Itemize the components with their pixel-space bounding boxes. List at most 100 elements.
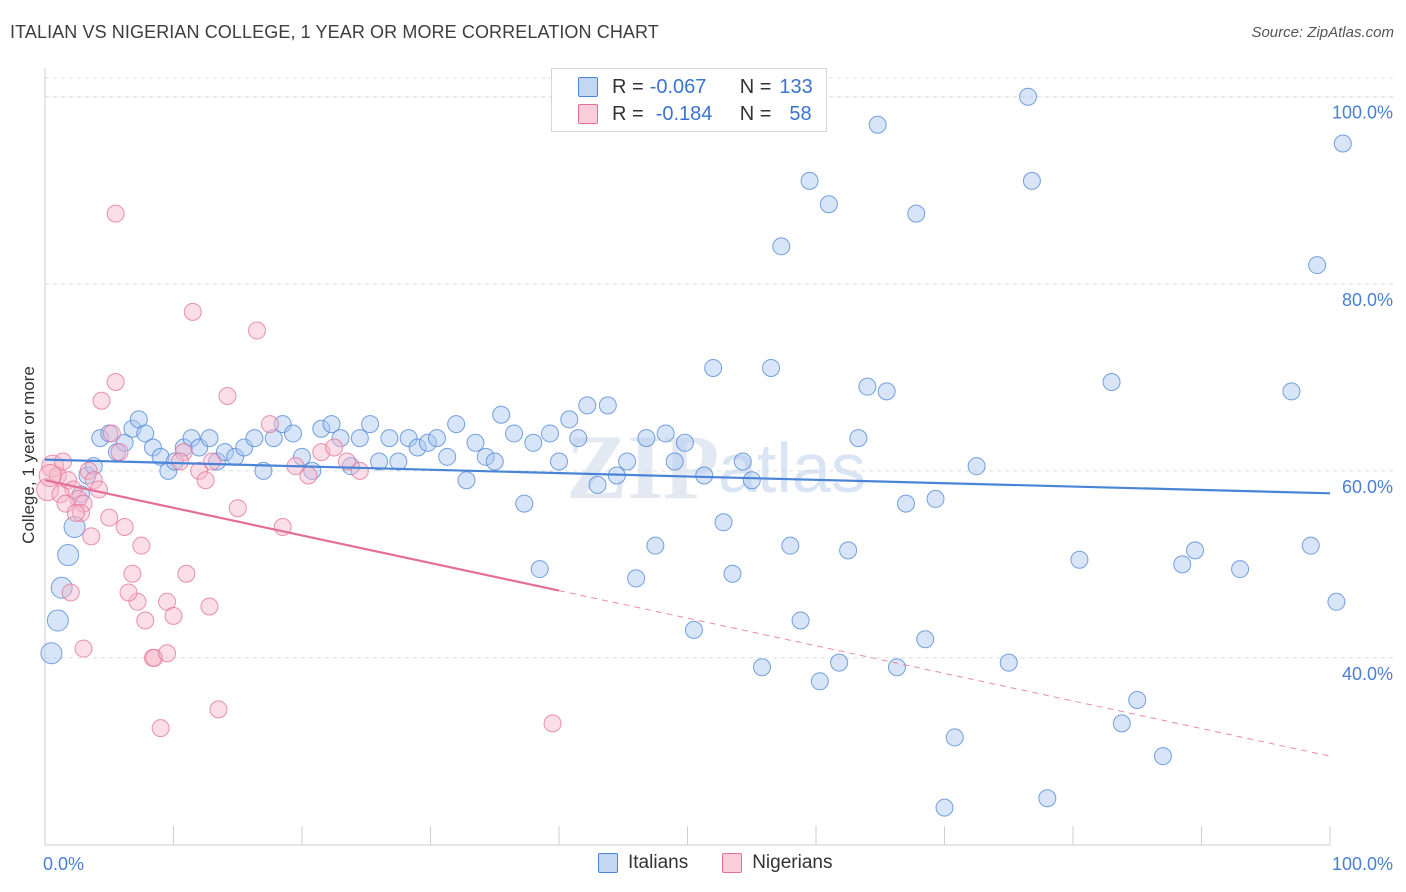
italian-point xyxy=(646,536,665,555)
italian-point xyxy=(476,447,495,466)
italian-point xyxy=(151,447,170,466)
italian-point xyxy=(1128,691,1147,710)
italian-point xyxy=(714,513,733,532)
italian-point xyxy=(57,544,80,567)
italian-point xyxy=(427,429,446,448)
italian-point xyxy=(200,429,219,448)
italian-point xyxy=(877,382,896,401)
italian-point xyxy=(868,115,887,134)
italian-point xyxy=(350,429,369,448)
italian-point xyxy=(165,452,184,471)
italian-point xyxy=(560,410,579,429)
nigerian-point xyxy=(82,527,101,546)
tick-labels: 100.0% 80.0% 60.0% 40.0% 0.0% 100.0% xyxy=(43,103,1393,874)
italian-point xyxy=(896,494,915,513)
y-axis-label: College, 1 year or more xyxy=(19,366,38,544)
axes xyxy=(44,68,1331,846)
italian-point xyxy=(800,171,819,190)
italian-point xyxy=(524,433,543,452)
nigerian-point xyxy=(53,452,72,471)
nigerian-point xyxy=(61,583,80,602)
nigerian-trend-extension xyxy=(558,590,1331,757)
series-legend: Italians Nigerians xyxy=(598,852,866,874)
legend-item-italians[interactable]: Italians xyxy=(598,852,688,874)
italian-point xyxy=(174,438,193,457)
watermark-atlas: atlas xyxy=(718,429,866,507)
nigerian-point xyxy=(84,471,103,490)
nigerian-point xyxy=(164,606,183,625)
chart-title: ITALIAN VS NIGERIAN COLLEGE, 1 YEAR OR M… xyxy=(10,22,659,42)
italian-point xyxy=(457,471,476,490)
italian-trend-line xyxy=(44,458,1331,495)
italian-point xyxy=(637,429,656,448)
nigerian-point xyxy=(128,592,147,611)
italian-point xyxy=(530,560,549,579)
italian-point xyxy=(515,494,534,513)
italian-point xyxy=(485,452,504,471)
italian-point xyxy=(967,457,986,476)
italian-point xyxy=(505,424,524,443)
italian-point xyxy=(1173,555,1192,574)
italian-point xyxy=(733,452,752,471)
italian-point xyxy=(1282,382,1301,401)
italian-point xyxy=(675,433,694,452)
x-tick-label: 100.0% xyxy=(1332,854,1393,874)
nigerian-point xyxy=(158,644,177,663)
nigerian-point xyxy=(170,452,189,471)
italian-point xyxy=(819,195,838,214)
italian-point xyxy=(1186,541,1205,560)
nigerian-point xyxy=(92,391,111,410)
italian-point xyxy=(1022,171,1041,190)
legend-n-value: 58 xyxy=(789,102,812,125)
italian-point xyxy=(1231,560,1250,579)
italian-point xyxy=(208,452,227,471)
nigerian-point xyxy=(102,424,121,443)
italian-point xyxy=(810,672,829,691)
italian-point xyxy=(578,396,597,415)
italian-point xyxy=(762,358,781,377)
nigerian-point xyxy=(119,583,138,602)
italian-point xyxy=(945,728,964,747)
italian-point xyxy=(331,429,350,448)
nigerian-point xyxy=(74,639,93,658)
nigerian-point xyxy=(228,499,247,518)
legend-swatch-italians xyxy=(598,853,618,873)
italian-point xyxy=(91,429,110,448)
y-tick-label: 40.0% xyxy=(1342,664,1393,684)
legend-r-label: R = xyxy=(612,102,644,125)
nigerian-point xyxy=(350,461,369,480)
italian-point xyxy=(926,489,945,508)
nigerian-point xyxy=(56,494,75,513)
italian-point xyxy=(408,438,427,457)
nigerian-point xyxy=(79,461,98,480)
nigerian-point xyxy=(543,714,562,733)
italian-point xyxy=(742,471,761,490)
legend-label-nigerians: Nigerians xyxy=(752,852,833,873)
italian-point xyxy=(322,415,341,434)
nigerian-point xyxy=(36,478,60,502)
italian-point xyxy=(916,630,935,649)
nigerian-point xyxy=(106,372,125,391)
nigerian-point xyxy=(110,443,129,462)
legend-item-nigerians[interactable]: Nigerians xyxy=(722,852,832,874)
italian-point xyxy=(273,415,292,434)
italian-point xyxy=(46,609,69,632)
legend-row-nigerians: R = -0.184 N = 58 xyxy=(578,102,812,126)
italian-point xyxy=(627,569,646,588)
italian-point xyxy=(143,438,162,457)
italian-point xyxy=(830,653,849,672)
italian-point xyxy=(492,405,511,424)
italian-point xyxy=(182,429,201,448)
y-tick-label: 80.0% xyxy=(1342,290,1393,310)
legend-swatch-nigerians xyxy=(722,853,743,873)
nigerian-point xyxy=(190,461,209,480)
italian-point xyxy=(665,452,684,471)
italian-point xyxy=(1301,536,1320,555)
nigerian-point xyxy=(337,452,356,471)
italian-point xyxy=(858,377,877,396)
nigerian-point xyxy=(260,415,279,434)
legend-r-value: -0.184 xyxy=(655,102,713,125)
italian-point xyxy=(598,396,617,415)
italian-point xyxy=(695,466,714,485)
